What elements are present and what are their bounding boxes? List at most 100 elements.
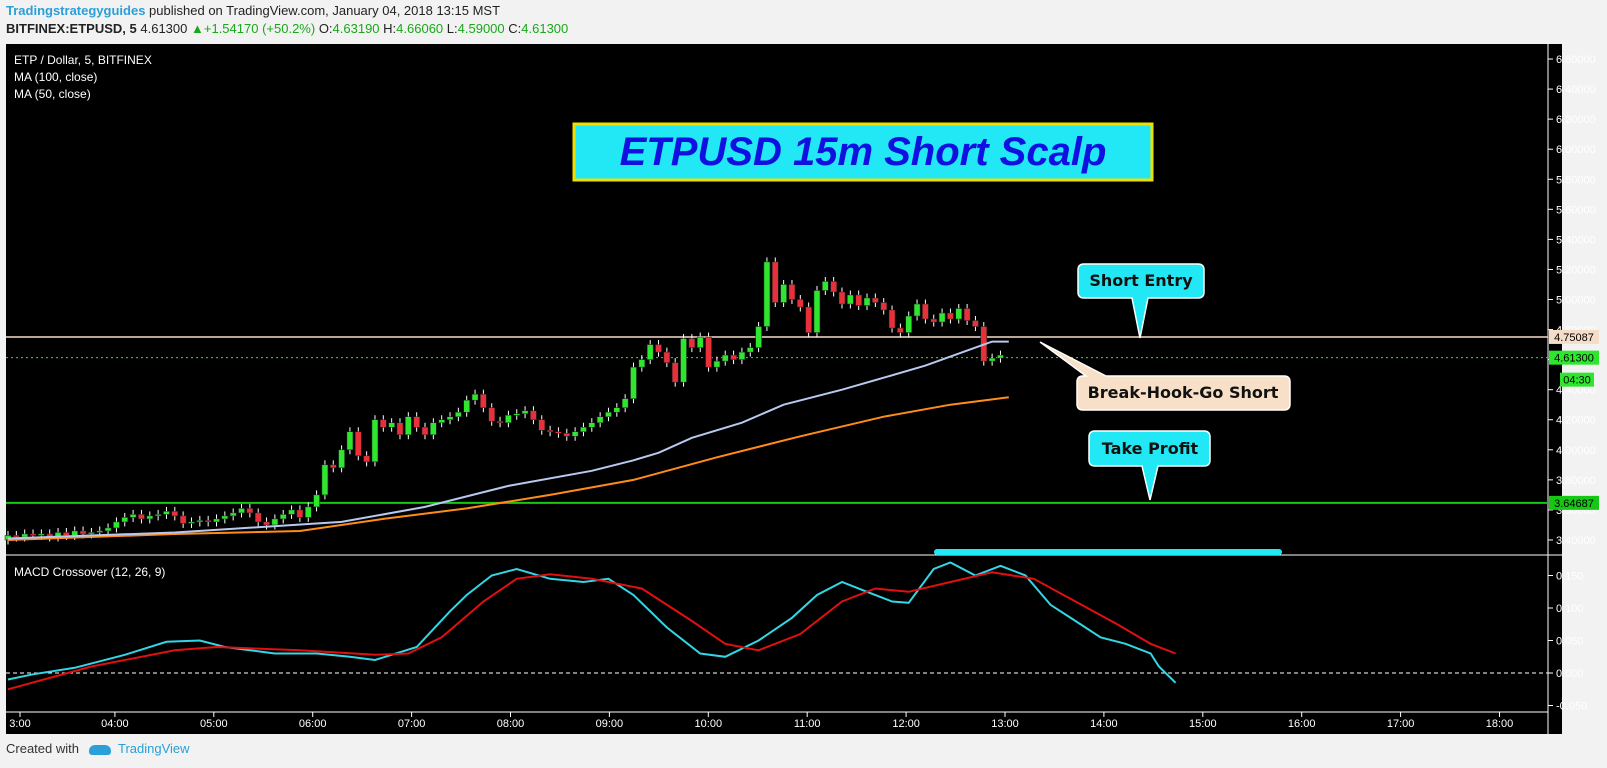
candle-body <box>880 302 887 311</box>
time-tick-label: 16:00 <box>1288 718 1316 730</box>
break-hook-callout[interactable]: Break-Hook-Go Short <box>1039 341 1291 411</box>
candle-body <box>538 419 546 431</box>
candle-body <box>146 515 154 520</box>
close-value: 4.61300 <box>521 21 569 36</box>
candle-body <box>21 533 28 538</box>
candle-body <box>571 431 579 437</box>
instrument-legend: ETP / Dollar, 5, BITFINEX <box>14 53 152 67</box>
published-text: published on TradingView.com, January 04… <box>149 3 501 18</box>
candle-body <box>88 532 95 535</box>
candle-body <box>79 530 87 535</box>
candle-body <box>413 416 420 428</box>
candle-body <box>613 407 621 413</box>
candle-body <box>772 261 779 303</box>
candle-body <box>596 416 604 423</box>
candle-body <box>655 344 662 353</box>
candle-body <box>930 318 937 323</box>
candle-body <box>355 431 362 457</box>
low-value: 4.59000 <box>457 21 505 36</box>
candle-body <box>888 309 896 329</box>
candle-body <box>29 533 37 536</box>
candle-body <box>630 366 637 399</box>
candle-body <box>797 299 804 308</box>
candle-body <box>213 518 220 523</box>
up-arrow-icon: ▲ <box>191 21 204 36</box>
short-entry-label: Short Entry <box>1089 271 1193 290</box>
price-tick-label: 6.60000 <box>1556 54 1596 66</box>
candle-body <box>805 306 812 333</box>
entry-price-tag: 4.75087 <box>1549 329 1599 344</box>
candle-body <box>588 422 596 428</box>
time-tick-label: 06:00 <box>299 718 327 730</box>
candle-body <box>730 354 737 360</box>
price-tick-label: 3.40000 <box>1556 535 1596 547</box>
last-price: 4.61300 <box>140 21 188 36</box>
candle-body <box>688 338 696 348</box>
price-tick-label: 4.20000 <box>1556 415 1596 427</box>
price-tick-label: 6.40000 <box>1556 84 1596 96</box>
candle-body <box>913 303 921 317</box>
candle-body <box>221 515 229 520</box>
candle-body <box>438 419 445 423</box>
time-tick-label: 08:00 <box>497 718 525 730</box>
candle-body <box>563 433 571 437</box>
candle-body <box>696 336 704 348</box>
macd-tick-label: 0.150 <box>1556 571 1584 583</box>
candle-body <box>71 530 78 536</box>
candle-body <box>229 512 237 517</box>
candle-body <box>463 399 470 413</box>
time-tick-label: 13:00 <box>991 718 1019 730</box>
time-tick-label: 11:00 <box>794 718 821 730</box>
price-tick-label: 6.20000 <box>1556 114 1596 126</box>
candle-body <box>546 430 554 433</box>
candle-body <box>338 449 345 469</box>
candle-body <box>104 527 112 532</box>
price-tick-label: 4.40000 <box>1556 385 1596 397</box>
time-tick-label: 05:00 <box>200 718 228 730</box>
candle-body <box>346 431 354 451</box>
candle-body <box>905 315 912 333</box>
price-tick-label: 5.40000 <box>1556 234 1596 246</box>
candle-body <box>471 393 479 401</box>
candle-body <box>38 533 45 536</box>
price-tick-label: 4.00000 <box>1556 445 1596 457</box>
candle-body <box>496 420 504 423</box>
candle-body <box>638 359 646 368</box>
candle-body <box>755 326 762 348</box>
price-tick-label: 5.20000 <box>1556 264 1596 276</box>
candle-body <box>121 517 129 523</box>
price-tick-label: 3.80000 <box>1556 475 1596 487</box>
author-link[interactable]: Tradingstrategyguides <box>6 3 146 18</box>
macd-tick-label: 0.050 <box>1556 636 1584 648</box>
candle-body <box>254 512 262 523</box>
candle-body <box>830 281 837 293</box>
candle-body <box>430 422 437 436</box>
price-tick-label: 6.00000 <box>1556 144 1596 156</box>
take-profit-label: Take Profit <box>1102 439 1199 458</box>
candle-body <box>646 344 654 360</box>
take-profit-callout[interactable]: Take Profit <box>1088 430 1211 501</box>
tradingview-link[interactable]: TradingView <box>118 741 190 756</box>
short-entry-callout[interactable]: Short Entry <box>1077 263 1205 339</box>
ma50-legend: MA (50, close) <box>14 87 91 101</box>
svg-text:04:30: 04:30 <box>1563 375 1591 387</box>
title-text: ETPUSD 15m Short Scalp <box>620 130 1107 174</box>
created-with-label: Created with <box>6 741 79 756</box>
title-box <box>572 122 1154 182</box>
last-price-tag: 4.61300 <box>1549 350 1599 365</box>
price-axis: 3.400003.600003.800004.000004.200004.400… <box>1548 54 1596 547</box>
hidden-callout-edge <box>934 549 1282 555</box>
signal-line <box>7 571 1176 691</box>
candle-body <box>396 422 404 436</box>
candle-body <box>513 413 520 416</box>
footer: Created with TradingView <box>6 741 190 756</box>
candle-body <box>488 407 495 422</box>
candle-body <box>671 362 679 383</box>
time-tick-label: 09:00 <box>596 718 624 730</box>
ma100-legend: MA (100, close) <box>14 70 97 84</box>
macd-tick-label: -0.050 <box>1556 701 1587 713</box>
symbol-label: BITFINEX:ETPUSD, 5 <box>6 21 137 36</box>
svg-text:4.61300: 4.61300 <box>1554 353 1594 365</box>
candle-body <box>505 414 512 423</box>
